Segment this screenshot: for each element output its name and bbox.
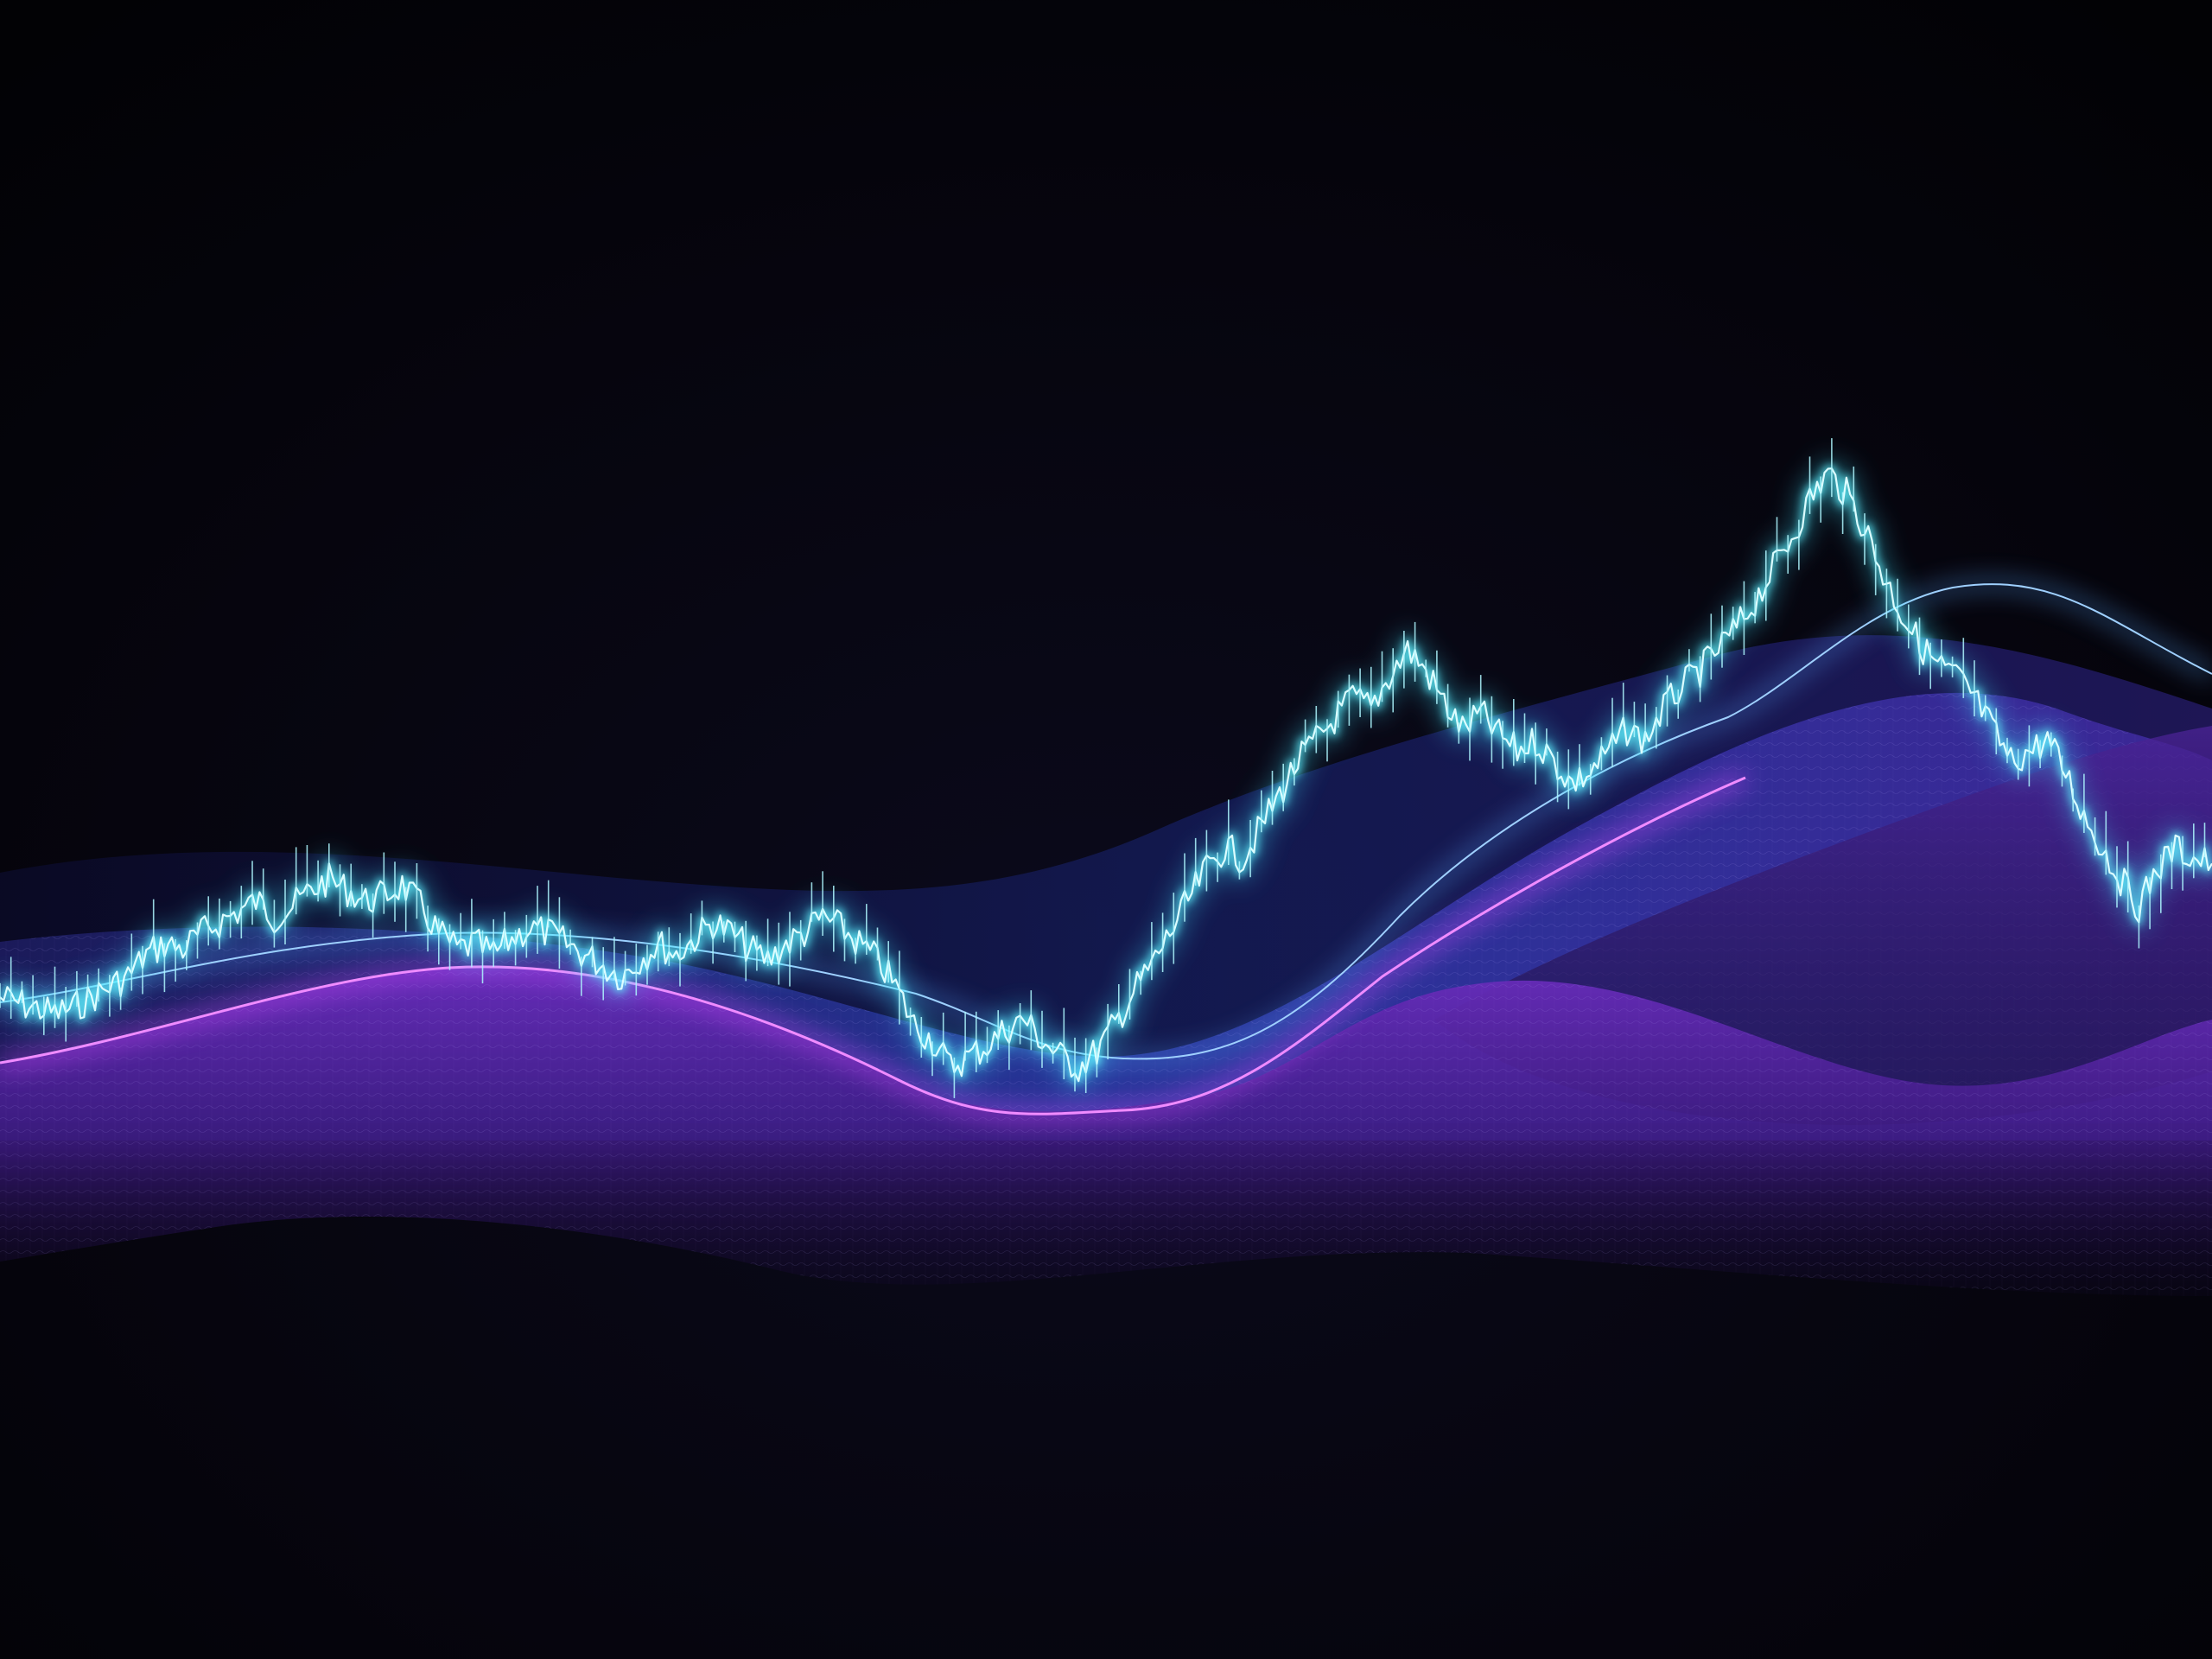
cyan-price-line — [0, 438, 2212, 1098]
front-wave-mesh — [0, 966, 2212, 1296]
magenta-trend-line — [0, 771, 1749, 1122]
price-spikes — [0, 438, 2206, 1098]
